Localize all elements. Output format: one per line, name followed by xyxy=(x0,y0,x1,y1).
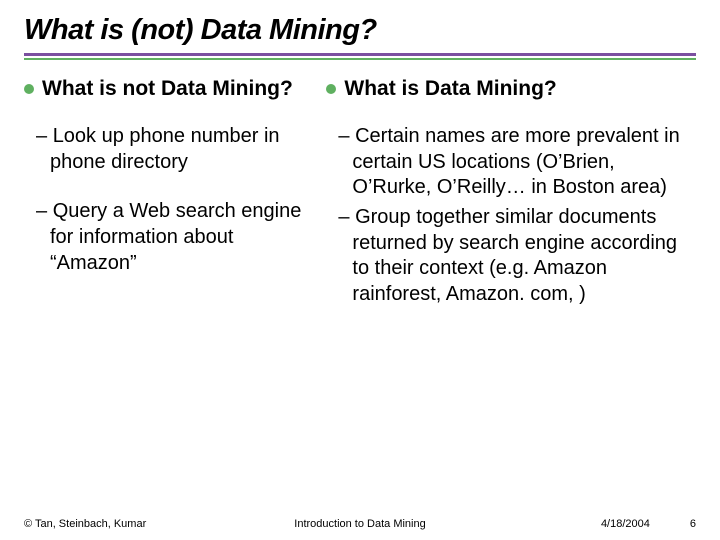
footer-page: 6 xyxy=(690,518,696,530)
right-heading-text: What is Data Mining? xyxy=(344,77,556,100)
left-heading: What is not Data Mining? xyxy=(24,76,314,102)
right-item: – Group together similar documents retur… xyxy=(352,205,696,307)
rule-top xyxy=(24,53,696,56)
footer-date: 4/18/2004 xyxy=(601,518,650,530)
dash-icon: – xyxy=(36,200,53,222)
slide-footer: © Tan, Steinbach, Kumar Introduction to … xyxy=(24,518,696,530)
left-item-text: Query a Web search engine for informatio… xyxy=(50,200,301,273)
dash-icon: – xyxy=(36,125,53,147)
right-heading: What is Data Mining? xyxy=(326,76,696,102)
content-columns: What is not Data Mining? – Look up phone… xyxy=(24,76,696,540)
slide-title: What is (not) Data Mining? xyxy=(24,14,696,47)
footer-center: Introduction to Data Mining xyxy=(294,518,425,530)
right-item-text: Certain names are more prevalent in cert… xyxy=(352,125,679,198)
left-item: – Look up phone number in phone director… xyxy=(50,124,314,175)
dash-icon: – xyxy=(338,206,355,228)
slide: What is (not) Data Mining? What is not D… xyxy=(0,0,720,540)
dash-icon: – xyxy=(338,125,355,147)
left-column: What is not Data Mining? – Look up phone… xyxy=(24,76,314,540)
left-item: – Query a Web search engine for informat… xyxy=(50,199,314,276)
bullet-icon xyxy=(326,84,336,94)
title-rules xyxy=(24,53,696,60)
left-item-text: Look up phone number in phone directory xyxy=(50,125,280,173)
right-column: What is Data Mining? – Certain names are… xyxy=(326,76,696,540)
right-item: – Certain names are more prevalent in ce… xyxy=(352,124,696,201)
footer-left: © Tan, Steinbach, Kumar xyxy=(24,518,146,530)
bullet-icon xyxy=(24,84,34,94)
footer-right: 4/18/2004 6 xyxy=(601,518,696,530)
right-item-text: Group together similar documents returne… xyxy=(352,206,677,305)
left-heading-text: What is not Data Mining? xyxy=(42,77,293,100)
rule-bottom xyxy=(24,58,696,60)
